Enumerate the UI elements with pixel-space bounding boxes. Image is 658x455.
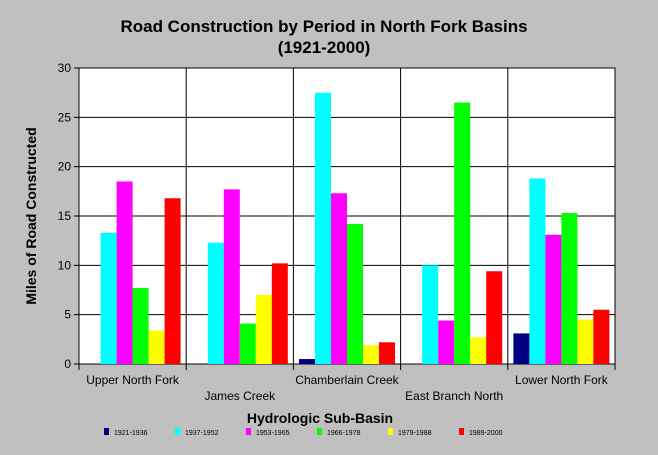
chart-title: Road Construction by Period in North For… [120, 17, 527, 36]
y-tick-label: 25 [58, 110, 72, 124]
bars [100, 92, 610, 365]
bar [271, 263, 288, 364]
legend-label: 1953-1965 [256, 430, 290, 437]
y-tick-label: 5 [64, 308, 71, 322]
legend-swatch [246, 428, 251, 435]
bar [513, 333, 530, 364]
bar [207, 242, 224, 364]
bar [363, 345, 379, 364]
bar [422, 265, 439, 364]
bar [561, 213, 578, 364]
bar [593, 309, 610, 364]
legend-label: 1937-1952 [185, 430, 219, 437]
y-tick-label: 10 [58, 258, 72, 272]
bar [331, 193, 347, 364]
bar [454, 102, 471, 365]
bar [164, 198, 181, 364]
bar [545, 234, 562, 364]
legend-label: 1979-1988 [398, 430, 432, 437]
legend-swatch [104, 428, 109, 435]
legend-label: 1966-1978 [327, 430, 361, 437]
legend-swatch [388, 428, 393, 435]
y-tick-label: 15 [58, 209, 72, 223]
x-axis-title: Hydrologic Sub-Basin [247, 410, 393, 426]
bar [255, 294, 272, 364]
y-tick-label: 20 [58, 160, 72, 174]
legend-label: 1989-2000 [469, 430, 503, 437]
bar [486, 271, 503, 364]
bar [315, 92, 331, 365]
x-tick-label: Upper North Fork [86, 373, 180, 387]
x-axis-ticks: Upper North Fork James Creek Chamberlain C… [78, 364, 616, 403]
bar [299, 359, 315, 364]
bar [379, 342, 395, 364]
y-tick-label: 30 [58, 61, 72, 75]
y-axis-title: Miles of Road Constructed [23, 127, 39, 304]
bar [148, 330, 165, 364]
x-tick-label: Chamberlain Creek [295, 373, 399, 387]
legend-swatch [317, 428, 322, 435]
bar [577, 319, 594, 364]
bar [470, 337, 487, 364]
bar [529, 178, 546, 364]
legend-swatch [175, 428, 180, 435]
y-axis-ticks: 0 5 10 15 20 25 30 [58, 61, 79, 371]
x-tick-label: East Branch North [405, 389, 503, 403]
bar [347, 223, 363, 364]
chart-subtitle: (1921-2000) [278, 38, 371, 57]
bar [116, 181, 133, 364]
legend-label: 1921-1936 [114, 430, 148, 437]
bar [438, 320, 455, 364]
bar [100, 232, 117, 364]
legend: 1921-1936 1937-1952 1953-1965 1966-1978 1979… [104, 428, 503, 437]
bar [239, 323, 256, 364]
bar [132, 288, 149, 364]
x-tick-label: James Creek [204, 389, 276, 403]
y-tick-label: 0 [64, 357, 71, 371]
legend-swatch [459, 428, 464, 435]
bar [223, 189, 240, 364]
x-tick-label: Lower North Fork [515, 373, 609, 387]
